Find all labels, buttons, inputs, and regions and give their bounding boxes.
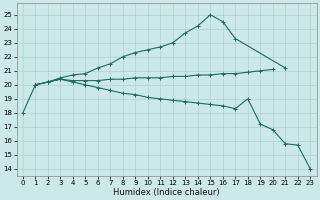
X-axis label: Humidex (Indice chaleur): Humidex (Indice chaleur) [113, 188, 220, 197]
